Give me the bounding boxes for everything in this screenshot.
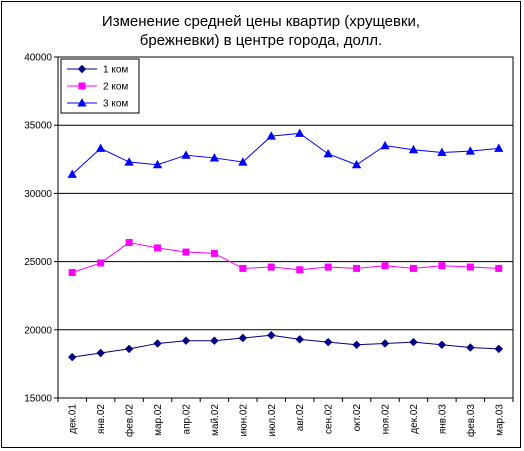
- series-line: [71, 132, 499, 175]
- data-point: [324, 263, 332, 271]
- x-tick-label: мар.03: [494, 404, 505, 436]
- x-tick-label: фев.02: [124, 404, 136, 437]
- data-point: [295, 335, 304, 344]
- legend-entry: 3 ком: [67, 98, 128, 110]
- data-point: [380, 339, 390, 348]
- data-point: [295, 128, 305, 137]
- y-tick-label: 15000: [24, 394, 52, 405]
- y-tick-label: 30000: [24, 189, 52, 200]
- series-line: [72, 241, 499, 273]
- data-point: [409, 264, 417, 272]
- data-point: [96, 143, 106, 152]
- x-tick-label: янв.03: [437, 404, 448, 435]
- data-point: [181, 336, 191, 345]
- x-tick-label: мар.02: [153, 404, 164, 436]
- legend-marker: [77, 98, 87, 107]
- legend-label: 3 ком: [103, 99, 128, 110]
- data-point: [125, 239, 133, 247]
- data-point: [466, 263, 474, 271]
- data-point: [323, 337, 333, 347]
- legend: 1 ком 2 ком 3 ком: [60, 58, 140, 114]
- series-1: [68, 331, 503, 362]
- data-point: [494, 143, 504, 152]
- data-point: [409, 337, 418, 347]
- data-point: [494, 344, 503, 354]
- axes: 15000 20000 25000 30000 35000 40000 дек.01 янв.…: [24, 53, 514, 437]
- legend-entry: 2 ком: [67, 82, 128, 93]
- data-point: [154, 244, 162, 252]
- data-point: [68, 269, 76, 277]
- data-point: [210, 336, 219, 345]
- y-tick-label: 20000: [24, 325, 52, 336]
- legend-label: 2 ком: [103, 82, 128, 93]
- data-point: [67, 169, 77, 178]
- legend-marker: [78, 82, 86, 90]
- data-point: [239, 264, 247, 272]
- data-point: [466, 343, 475, 352]
- data-point: [210, 249, 218, 257]
- data-point: [323, 149, 333, 158]
- chart-title: Изменение средней цены квартир (хрущевки…: [2, 12, 520, 50]
- x-tick-label: июл.02: [267, 404, 278, 437]
- legend-marker: [77, 64, 87, 74]
- data-point: [438, 262, 446, 270]
- data-point: [266, 131, 276, 140]
- data-point: [351, 159, 362, 169]
- x-tick-label: окт.02: [352, 404, 363, 432]
- x-tick-label: фев.03: [465, 404, 477, 437]
- data-point: [267, 263, 275, 271]
- x-tick-label: июн.02: [238, 404, 249, 437]
- data-point: [465, 146, 475, 155]
- data-point: [97, 259, 105, 267]
- data-point: [352, 340, 361, 350]
- data-point: [437, 147, 447, 157]
- chart-title-line-1: Изменение средней цены квартир (хрущевки…: [101, 13, 421, 30]
- x-tick-label: дек.02: [409, 404, 420, 434]
- legend-entry: 1 ком: [67, 65, 128, 76]
- x-tick-label: дек.01: [68, 404, 79, 434]
- data-point: [152, 159, 163, 169]
- data-point: [209, 153, 220, 162]
- data-point: [124, 157, 134, 166]
- data-point: [380, 140, 390, 150]
- data-point: [381, 262, 389, 270]
- data-point: [437, 340, 447, 350]
- data-point: [408, 144, 419, 154]
- grid-lines: [58, 124, 513, 331]
- x-tick-label: ноя.02: [381, 404, 392, 435]
- data-point: [353, 264, 361, 272]
- x-tick-label: апр.02: [181, 404, 192, 435]
- x-tick-label: авг.02: [295, 404, 306, 432]
- data-point: [96, 348, 105, 358]
- data-point: [182, 248, 190, 256]
- legend-label: 1 ком: [103, 65, 128, 76]
- series-group: [67, 128, 504, 362]
- x-tick-label: сен.02: [324, 404, 335, 434]
- data-point: [153, 339, 162, 348]
- series-3: [67, 128, 504, 178]
- x-tick-label: май.02: [210, 404, 221, 436]
- chart-title-line-2: брежневки) в центре города, долл.: [139, 32, 383, 49]
- series-2: [68, 239, 503, 277]
- data-point: [296, 266, 304, 274]
- data-point: [238, 333, 248, 343]
- data-point: [495, 264, 503, 272]
- y-tick-label: 25000: [24, 257, 52, 268]
- series-line: [72, 334, 499, 358]
- data-point: [238, 157, 248, 166]
- data-point: [124, 344, 134, 354]
- data-point: [68, 352, 77, 362]
- data-point: [267, 331, 276, 340]
- y-tick-label: 35000: [24, 121, 52, 132]
- data-point: [181, 150, 191, 159]
- x-tick-label: янв.02: [96, 404, 107, 435]
- y-tick-label: 40000: [24, 53, 52, 64]
